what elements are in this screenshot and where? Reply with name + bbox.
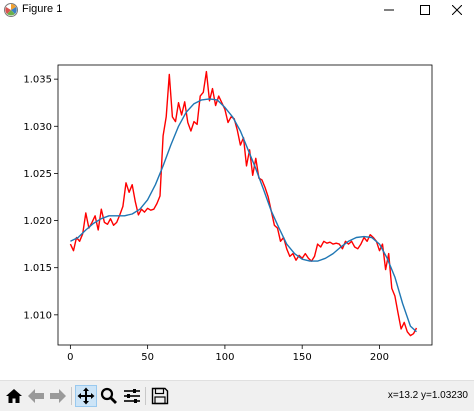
close-button[interactable] <box>440 0 474 20</box>
forward-icon <box>50 389 66 403</box>
back-icon <box>28 389 44 403</box>
window-title: Figure 1 <box>22 3 63 15</box>
subplots-icon <box>124 389 140 403</box>
x-tick-label: 100 <box>215 352 234 363</box>
y-tick-label: 1.010 <box>23 310 52 321</box>
series-line-raw <box>69 70 418 337</box>
x-tick-label: 0 <box>67 352 73 363</box>
x-tick-label: 200 <box>370 352 389 363</box>
matplotlib-logo-icon <box>4 3 18 17</box>
forward-button[interactable] <box>47 385 69 407</box>
maximize-button[interactable] <box>408 0 442 20</box>
save-button[interactable] <box>149 385 171 407</box>
zoom-button[interactable] <box>98 385 120 407</box>
toolbar-separator <box>71 387 72 405</box>
subplots-button[interactable] <box>121 385 143 407</box>
y-tick-label: 1.025 <box>23 169 52 180</box>
navigation-toolbar: x=13.2 y=1.03230 <box>0 380 474 411</box>
y-tick-label: 1.020 <box>23 216 52 227</box>
y-tick-label: 1.030 <box>23 122 52 133</box>
title-bar: Figure 1 <box>0 0 474 20</box>
axes-frame <box>57 64 433 346</box>
y-tick-label: 1.035 <box>23 75 52 86</box>
line-chart[interactable]: 0 50 100 150 200 1.010 1.015 1.020 1.025 1.030 1.0… <box>0 20 474 380</box>
minimize-button[interactable] <box>372 0 406 20</box>
x-tick-label: 50 <box>141 352 154 363</box>
y-tick-label: 1.015 <box>23 263 52 274</box>
home-button[interactable] <box>3 385 25 407</box>
figure-canvas[interactable]: 0 50 100 150 200 1.010 1.015 1.020 1.025 1.030 1.0… <box>0 20 474 380</box>
maximize-icon <box>420 5 430 15</box>
pan-button[interactable] <box>75 385 97 407</box>
series-line-smoothed <box>70 98 417 333</box>
minimize-icon <box>384 9 394 11</box>
close-icon <box>452 5 462 15</box>
pan-icon <box>77 387 95 405</box>
toolbar-separator <box>145 387 146 405</box>
home-icon <box>6 389 22 403</box>
back-button[interactable] <box>25 385 47 407</box>
save-icon <box>151 387 169 405</box>
zoom-icon <box>100 387 117 404</box>
x-tick-label: 150 <box>293 352 312 363</box>
cursor-coordinates: x=13.2 y=1.03230 <box>387 390 468 401</box>
